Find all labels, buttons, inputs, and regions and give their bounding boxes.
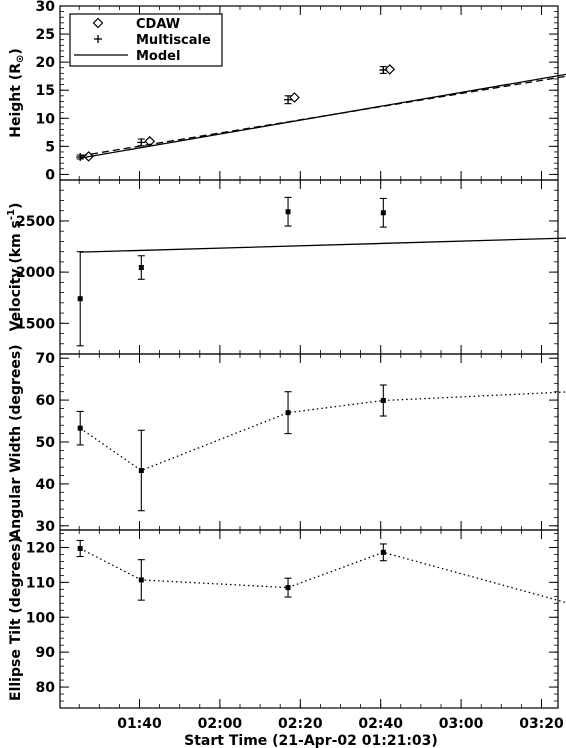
plot-frame [59, 529, 559, 709]
y-tick-label: 70 [36, 351, 56, 367]
y-tick-label: 0 [45, 167, 55, 183]
model-line [80, 237, 566, 253]
data-point-square [77, 296, 83, 302]
chart-panel-3: 30 40 50 60 70 Angular Width (degrees) [8, 344, 566, 540]
series-model [80, 73, 566, 159]
y-tick-label: 2000 [16, 265, 55, 281]
y-tick-label: 5 [45, 139, 55, 155]
data-point-square [77, 425, 83, 431]
y-tick-label: 20 [36, 55, 56, 71]
x-axis-title: Start Time (21-Apr-02 01:21:03) [184, 733, 438, 748]
dotted-connector [79, 391, 566, 472]
y-tick-label: 30 [36, 519, 56, 535]
y-tick-label: 15 [36, 83, 55, 99]
data-point-square [138, 467, 144, 473]
data-point-square [380, 549, 386, 555]
plot-frame [59, 353, 559, 531]
legend-label: CDAW [136, 17, 180, 32]
y-axis-title: Angular Width (degrees) [8, 344, 24, 539]
series-model [80, 237, 566, 253]
x-tick-label: 03:00 [439, 716, 484, 732]
data-point-square [285, 585, 291, 591]
dotted-connector [79, 547, 566, 604]
x-tick-label: 02:00 [198, 716, 243, 732]
model-line [80, 73, 566, 159]
y-tick-label: 40 [36, 477, 56, 493]
y-axis-title: Ellipse Tilt (degrees) [8, 537, 24, 701]
y-tick-label: 80 [36, 680, 56, 696]
chart-panel-4: 80 90 100 110 120 01:40 02:00 02:20 02:40 03:00 03… [8, 529, 566, 748]
legend-label: Model [136, 49, 180, 64]
data-point-square [285, 209, 291, 215]
y-tick-label: 2500 [16, 214, 55, 230]
data-point-diamond [384, 64, 396, 75]
plot-frame [59, 179, 559, 355]
y-tick-label: 90 [36, 645, 56, 661]
y-tick-label: 100 [26, 610, 55, 626]
y-tick-label: 25 [36, 27, 55, 43]
data-point-square [138, 577, 144, 583]
chart-panel-1: 0 5 10 15 20 25 30 Height (R⊙) CDAWMultiscaleMod… [8, 0, 566, 183]
y-tick-label: 30 [36, 0, 56, 15]
data-point-square [77, 545, 83, 551]
series-errorbar-square [76, 196, 387, 347]
data-point-square [380, 398, 386, 404]
series-dotted-errorbar-square [76, 539, 566, 604]
y-tick-label: 1500 [16, 316, 55, 332]
y-tick-label: 50 [36, 435, 56, 451]
x-tick-label: 02:40 [358, 716, 403, 732]
series-dotted-errorbar-square [76, 384, 566, 512]
data-point-square [380, 210, 386, 216]
series-multiscale [76, 65, 388, 161]
legend-label: Multiscale [136, 33, 211, 48]
y-tick-label: 60 [36, 393, 56, 409]
x-tick-label: 03:20 [519, 716, 564, 732]
y-tick-label: 10 [36, 111, 56, 127]
x-tick-label: 02:20 [278, 716, 323, 732]
legend-diamond-icon [92, 17, 104, 29]
y-tick-label: 110 [26, 575, 55, 591]
x-tick-label: 01:40 [117, 716, 162, 732]
data-point-square [285, 410, 291, 416]
data-point-square [138, 265, 144, 271]
y-axis-title: Height (R⊙) [8, 48, 26, 138]
y-axis-title: Velocity (km s-1) [6, 203, 24, 332]
y-tick-label: 120 [26, 540, 55, 556]
data-point-diamond [289, 92, 300, 103]
